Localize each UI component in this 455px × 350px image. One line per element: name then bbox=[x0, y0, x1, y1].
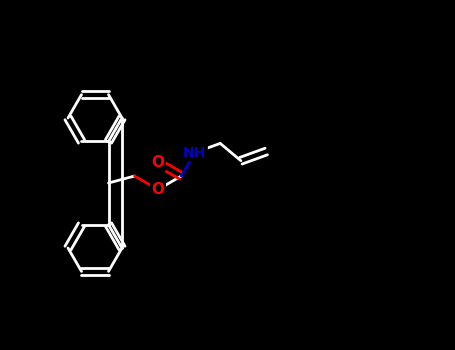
Text: O: O bbox=[152, 155, 164, 170]
Text: O: O bbox=[152, 182, 164, 197]
Text: NH: NH bbox=[183, 146, 207, 160]
